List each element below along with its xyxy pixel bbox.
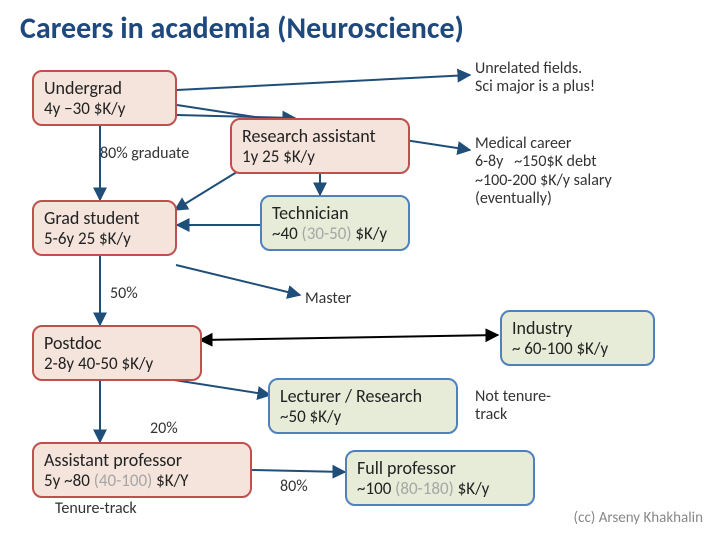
node-assistant-professor: Assistant professor 5y ~80 (40-100) $K/Y xyxy=(32,442,252,498)
node-title: Research assistant xyxy=(242,126,398,147)
node-detail: ~40 (30-50) $K/y xyxy=(272,224,398,244)
node-title: Lecturer / Research xyxy=(280,386,446,407)
node-detail: ~50 $K/y xyxy=(280,407,446,427)
node-technician: Technician ~40 (30-50) $K/y xyxy=(260,195,410,251)
node-full-professor: Full professor ~100 (80-180) $K/y xyxy=(345,450,535,506)
node-grad-student: Grad student 5-6y 25 $K/y xyxy=(32,200,177,256)
node-title: Technician xyxy=(272,203,398,224)
node-industry: Industry ~ 60-100 $K/y xyxy=(500,310,655,366)
node-title: Industry xyxy=(512,318,643,339)
node-research-assistant: Research assistant 1y 25 $K/y xyxy=(230,118,410,174)
annot-20pct: 20% xyxy=(150,420,178,438)
node-lecturer: Lecturer / Research ~50 $K/y xyxy=(268,378,458,434)
node-detail: 1y 25 $K/y xyxy=(242,147,398,167)
annot-master: Master xyxy=(305,290,351,308)
node-detail: 4y −30 $K/y xyxy=(44,99,165,119)
node-title: Grad student xyxy=(44,208,165,229)
node-title: Assistant professor xyxy=(44,450,240,471)
node-postdoc: Postdoc 2-8y 40-50 $K/y xyxy=(32,325,202,381)
annot-medical: Medical career6-8y ~150$K debt~100-200 $… xyxy=(475,135,612,209)
node-detail: 5y ~80 (40-100) $K/Y xyxy=(44,471,240,491)
annot-80-graduate: 80% graduate xyxy=(100,145,189,163)
node-title: Postdoc xyxy=(44,333,190,354)
annot-50pct: 50% xyxy=(110,285,138,303)
annot-tenure-track: Tenure-track xyxy=(55,500,137,518)
node-detail: 5-6y 25 $K/y xyxy=(44,229,165,249)
annot-unrelated: Unrelated fields.Sci major is a plus! xyxy=(475,60,595,97)
node-title: Undergrad xyxy=(44,78,165,99)
node-undergrad: Undergrad 4y −30 $K/y xyxy=(32,70,177,126)
annot-80pct: 80% xyxy=(280,478,308,496)
node-detail: ~100 (80-180) $K/y xyxy=(357,479,523,499)
node-title: Full professor xyxy=(357,458,523,479)
node-detail: 2-8y 40-50 $K/y xyxy=(44,354,190,374)
node-detail: ~ 60-100 $K/y xyxy=(512,339,643,359)
page-title: Careers in academia (Neuroscience) xyxy=(20,10,464,47)
credit: (cc) Arseny Khakhalin xyxy=(574,509,703,527)
annot-not-tenure: Not tenure-track xyxy=(475,388,551,425)
